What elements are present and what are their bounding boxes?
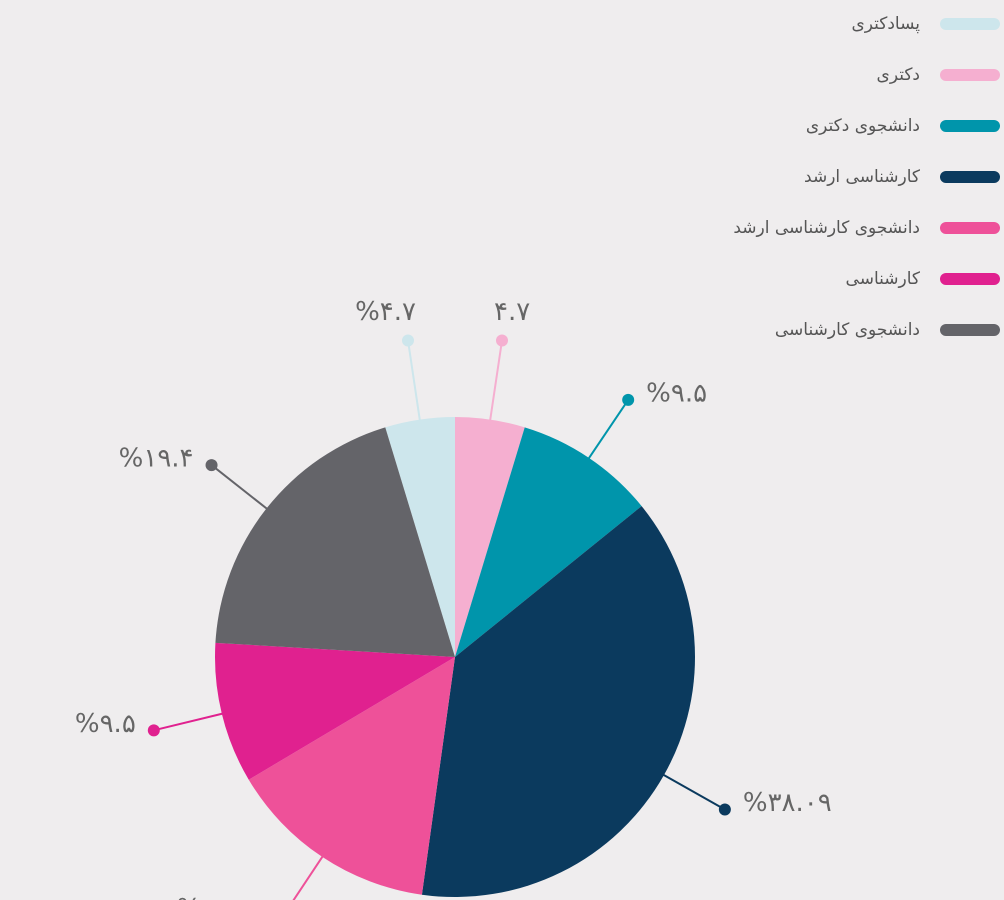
- value-label: %۹.۵: [75, 709, 136, 739]
- pie-slice: [248, 657, 455, 895]
- leader-line: [585, 399, 630, 463]
- leader-line: [488, 340, 503, 425]
- leader-line: [153, 711, 227, 732]
- leader-line: [659, 771, 726, 811]
- leader-dot: [402, 334, 415, 347]
- legend-swatch: [940, 324, 1000, 336]
- leader-line: [407, 340, 422, 425]
- pie-slice: [215, 642, 455, 780]
- pie-slice: [215, 427, 455, 657]
- leader-line: [210, 464, 272, 513]
- legend-swatch: [940, 69, 1000, 81]
- legend-swatch: [940, 273, 1000, 285]
- leader-dot: [205, 459, 218, 472]
- pie-slice: [421, 506, 696, 897]
- legend-label: پسادکتری: [851, 14, 920, 34]
- legend-swatch: [940, 18, 1000, 30]
- legend-label: کارشناسی: [846, 269, 921, 289]
- legend-label: کارشناسی ارشد: [804, 167, 921, 187]
- legend-label: دکتری: [877, 65, 920, 85]
- legend-label: دانشجوی دکتری: [806, 116, 920, 136]
- leader-line: [292, 852, 326, 900]
- legend-swatch: [940, 171, 1000, 183]
- pie-slice: [455, 427, 642, 657]
- pie-slice: [455, 417, 525, 657]
- value-label: %۹.۵: [646, 378, 707, 408]
- value-label: %۳۸.۰۹: [743, 788, 832, 818]
- leader-dot: [622, 393, 635, 406]
- value-label: %۱۹.۴: [119, 444, 194, 474]
- legend-label: دانشجوی کارشناسی ارشد: [733, 218, 920, 238]
- pie-slice: [385, 417, 455, 657]
- value-label: %۱۴.۲۸: [177, 894, 266, 900]
- value-label: ۴.۷: [494, 297, 530, 327]
- legend-label: دانشجوی کارشناسی: [775, 320, 920, 340]
- leader-dot: [147, 724, 160, 737]
- leader-dot: [718, 803, 731, 816]
- value-label: %۴.۷: [355, 297, 416, 327]
- legend-swatch: [940, 120, 1000, 132]
- legend-swatch: [940, 222, 1000, 234]
- leader-dot: [495, 334, 508, 347]
